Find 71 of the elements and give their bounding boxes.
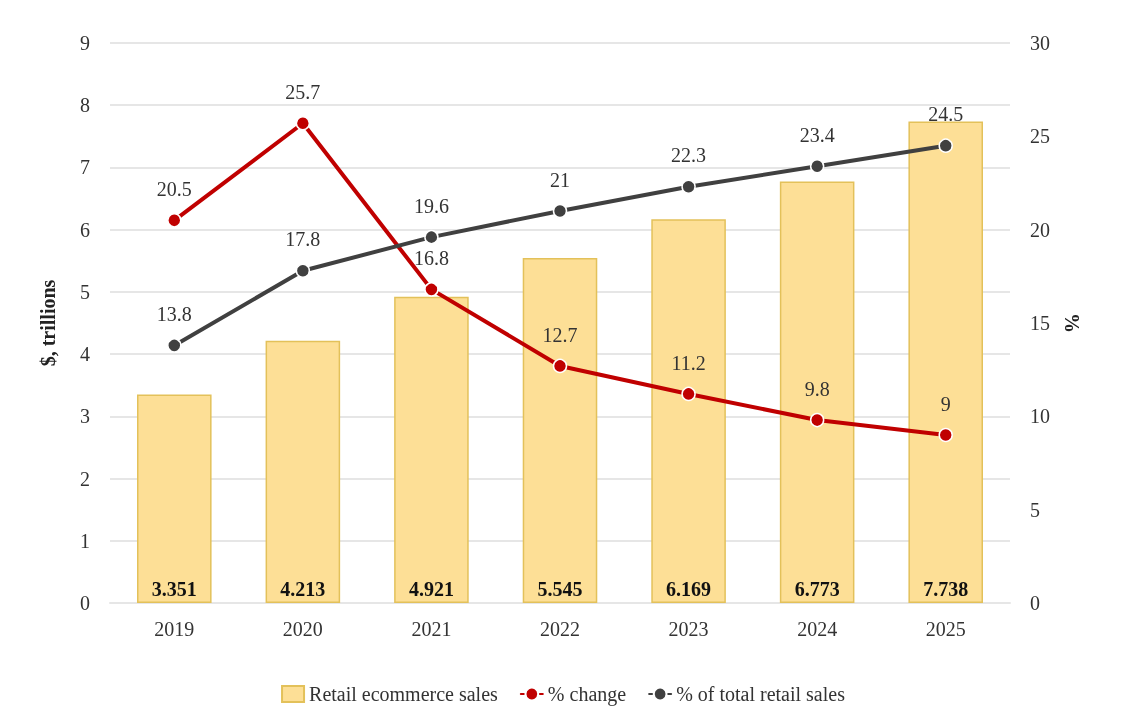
- y2-tick-label: 0: [1030, 592, 1040, 614]
- x-tick-label: 2024: [797, 618, 838, 640]
- point: [295, 263, 311, 278]
- data-label: 5.545: [537, 578, 583, 600]
- bar: [265, 340, 341, 603]
- data-label: 4.921: [408, 578, 454, 600]
- data-label: 24.5: [928, 103, 964, 126]
- y-tick-label: 7: [80, 156, 90, 179]
- point: [809, 412, 825, 428]
- data-label: 16.8: [413, 247, 449, 270]
- point: [424, 229, 439, 245]
- bar: [137, 394, 212, 603]
- data-label: 12.7: [542, 323, 578, 346]
- data-label: 6.169: [666, 578, 712, 600]
- bar: [394, 296, 469, 603]
- data-label: 20.5: [156, 178, 192, 201]
- point: [681, 179, 696, 194]
- y2-tick-label: 5: [1030, 498, 1040, 521]
- point: [552, 203, 568, 219]
- legend-label: Retail ecommerce sales: [309, 683, 499, 705]
- y2-axis-title: %: [1061, 313, 1083, 333]
- y-tick-label: 2: [80, 467, 90, 490]
- data-label: 9.8: [804, 377, 830, 400]
- point: [167, 338, 182, 353]
- x-tick-label: 2022: [540, 618, 580, 640]
- x-tick-label: 2025: [925, 618, 966, 640]
- y-tick-label: 5: [80, 280, 90, 303]
- y-tick-label: 9: [80, 32, 90, 54]
- bar: [908, 121, 983, 603]
- y2-tick-label: 25: [1030, 125, 1050, 148]
- y-tick-label: 0: [80, 592, 90, 614]
- y-tick-label: 6: [80, 218, 90, 241]
- y2-tick-label: 20: [1030, 218, 1050, 241]
- legend-label: % change: [547, 683, 627, 706]
- bar: [779, 181, 855, 603]
- y2-tick-label: 30: [1030, 32, 1050, 54]
- point: [938, 138, 953, 153]
- y-tick-label: 8: [80, 94, 90, 117]
- data-label: 21: [550, 168, 570, 191]
- y-tick-label: 4: [80, 343, 90, 366]
- data-label: 22.3: [671, 144, 707, 167]
- y-tick-label: 3: [80, 405, 90, 428]
- data-label: 23.4: [799, 123, 835, 146]
- data-label: 17.8: [285, 228, 321, 251]
- data-label: 19.6: [413, 194, 449, 217]
- point: [167, 213, 182, 228]
- bar: [651, 219, 726, 603]
- data-label: 4.213: [280, 578, 326, 600]
- data-label: 13.8: [156, 303, 192, 326]
- x-tick-label: 2019: [154, 618, 195, 640]
- y-tick-label: 1: [80, 529, 90, 552]
- data-label: 9: [940, 392, 951, 415]
- point: [681, 386, 696, 402]
- x-tick-label: 2021: [411, 618, 452, 640]
- point: [424, 282, 439, 297]
- y2-tick-label: 15: [1030, 312, 1050, 334]
- data-label: 25.7: [285, 81, 321, 104]
- x-tick-label: 2020: [282, 618, 323, 640]
- data-label: 7.738: [923, 578, 969, 600]
- y-axis-title: $, trillions: [37, 279, 59, 367]
- data-label: 6.773: [794, 578, 840, 600]
- data-label: 11.2: [671, 351, 706, 374]
- legend-label: % of total retail sales: [676, 683, 846, 705]
- point: [295, 116, 311, 131]
- bar: [522, 257, 598, 603]
- data-label: 3.351: [151, 578, 197, 600]
- y2-tick-label: 10: [1030, 405, 1050, 428]
- point: [809, 158, 825, 174]
- point: [938, 427, 953, 443]
- x-tick-label: 2023: [668, 618, 709, 640]
- point: [552, 358, 568, 374]
